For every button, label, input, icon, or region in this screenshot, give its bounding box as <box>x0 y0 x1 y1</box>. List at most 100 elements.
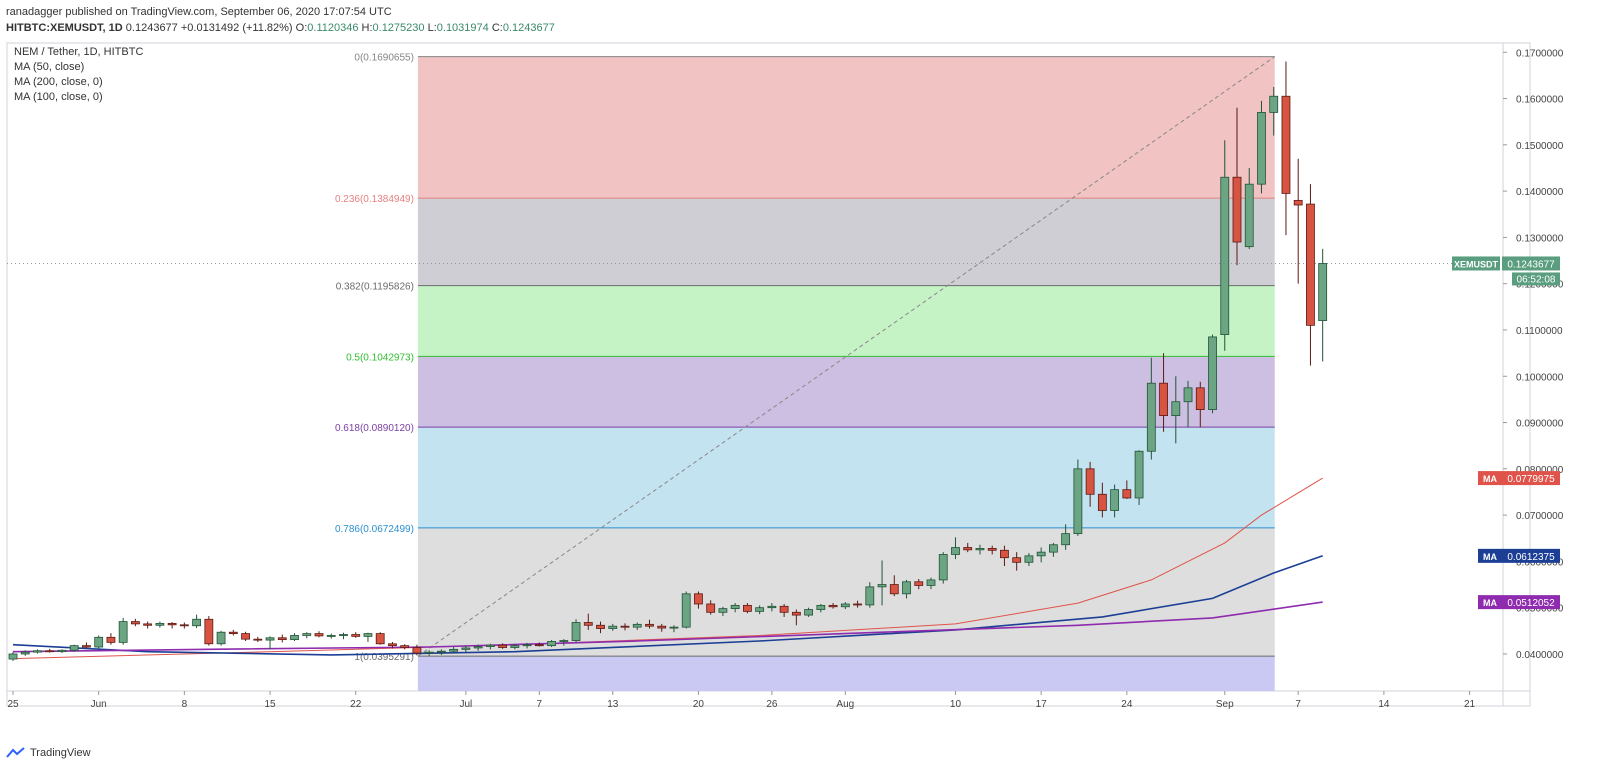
candle-down <box>963 542 973 553</box>
candle-body <box>82 645 91 648</box>
candle-down <box>645 619 654 629</box>
candle-down <box>596 621 605 634</box>
candle-body <box>1134 450 1144 499</box>
candle-up <box>755 605 765 615</box>
candle-down <box>1122 480 1132 499</box>
candle-down <box>82 642 91 649</box>
candle-body <box>118 621 128 643</box>
candle-up <box>216 630 226 646</box>
y-tick-label: 0.1500000 <box>1516 141 1564 152</box>
last-price-badge-value: 0.1243677 <box>1507 259 1555 270</box>
candle-up <box>975 544 985 555</box>
candle-down <box>412 644 422 656</box>
last-price-badge-label-bg <box>1452 256 1500 271</box>
candle-down <box>314 631 324 638</box>
candle-up <box>571 619 581 643</box>
candle-body <box>412 647 422 654</box>
countdown-text: 06:52:08 <box>1517 274 1556 285</box>
candle-up <box>767 603 777 612</box>
candle-body <box>853 603 862 606</box>
candle-body <box>216 631 226 645</box>
candle-body <box>1146 382 1156 452</box>
candle-up <box>1073 459 1083 536</box>
candle-down <box>277 634 287 643</box>
last-price-badge: XEMUSDT 0.1243677 <box>1452 256 1560 271</box>
candle-down <box>1012 552 1022 571</box>
ma-badge-0: MA 0.0779975 <box>1478 471 1560 486</box>
ma-badge-label: MA <box>1483 474 1497 484</box>
candle-body <box>1159 382 1168 417</box>
y-tick-label: 0.1400000 <box>1516 187 1564 198</box>
ma-badge-value: 0.0512052 <box>1507 598 1555 609</box>
y-tick-label: 0.0900000 <box>1516 419 1564 430</box>
tradingview-brand[interactable]: TradingView <box>30 747 91 759</box>
candle-down <box>657 623 667 632</box>
candle-up <box>510 643 520 650</box>
candle-up <box>902 579 911 599</box>
y-tick-label: 0.0800000 <box>1516 465 1564 476</box>
candle-down <box>694 591 703 609</box>
candle-body <box>130 621 140 625</box>
candle-up <box>326 633 336 639</box>
candle-body <box>1122 489 1132 499</box>
ma-badge-label: MA <box>1483 598 1497 608</box>
candle-body <box>657 625 667 629</box>
ma-badge-label-bg <box>1478 471 1502 486</box>
candle-body <box>791 611 801 616</box>
y-tick-label: 0.0500000 <box>1516 604 1564 615</box>
y-tick-label: 0.1600000 <box>1516 95 1564 106</box>
ma-badge-value-bg <box>1502 548 1560 563</box>
candle-down <box>791 609 801 626</box>
candle-body <box>926 579 936 586</box>
candle-body <box>473 646 483 649</box>
candle-up <box>804 607 813 617</box>
candle-body <box>1171 401 1181 417</box>
last-price-badge-label: XEMUSDT <box>1454 259 1499 269</box>
candle-body <box>1000 549 1009 559</box>
candle-body <box>326 635 336 637</box>
candle-body <box>938 554 948 581</box>
candle-body <box>902 581 911 595</box>
candle-body <box>1110 489 1119 511</box>
ohlc-line: HITBTC:XEMUSDT, 1D 0.1243677 +0.0131492 … <box>6 20 555 36</box>
candle-body <box>755 607 765 612</box>
fib-zone-below <box>417 656 1275 691</box>
y-tick-label: 0.1700000 <box>1516 48 1564 59</box>
candle-body <box>620 625 630 628</box>
candle-up <box>608 623 618 631</box>
candle-down <box>828 603 838 609</box>
fib-zone-3 <box>417 356 1275 428</box>
x-tick-label: 20 <box>693 699 705 710</box>
fib-zone-4 <box>417 427 1275 528</box>
fib-trend-line <box>417 56 1276 657</box>
candle-up <box>522 642 532 649</box>
candle-down <box>228 629 238 636</box>
candle-body <box>314 633 324 637</box>
candle-up <box>473 644 483 651</box>
fib-level-label-5: 0.786(0.0672499) <box>335 524 414 535</box>
candle-down <box>889 575 899 597</box>
countdown-bg <box>1512 272 1560 286</box>
x-tick-label: Sep <box>1216 699 1234 710</box>
candle-down <box>241 631 250 642</box>
candle-body <box>583 622 593 626</box>
fib-level-label-4: 0.618(0.0890120) <box>335 423 414 434</box>
x-tick-label: 14 <box>1378 699 1390 710</box>
candle-body <box>1024 555 1034 563</box>
candle-body <box>804 609 813 616</box>
x-tick-label: 7 <box>1295 699 1301 710</box>
candle-body <box>1061 533 1071 546</box>
ma-line-1 <box>12 555 1323 656</box>
candle-up <box>424 650 434 656</box>
candle-up <box>681 591 691 629</box>
candle-body <box>1220 176 1230 336</box>
candle-up <box>669 625 679 633</box>
candle-body <box>1293 199 1303 206</box>
ma-badge-label: MA <box>1483 552 1497 562</box>
candle-up <box>1024 553 1034 567</box>
candle-up <box>363 632 373 642</box>
candle-body <box>192 618 202 627</box>
legend-ma50: MA (50, close) <box>14 61 85 73</box>
x-tick-label: 22 <box>350 699 362 710</box>
